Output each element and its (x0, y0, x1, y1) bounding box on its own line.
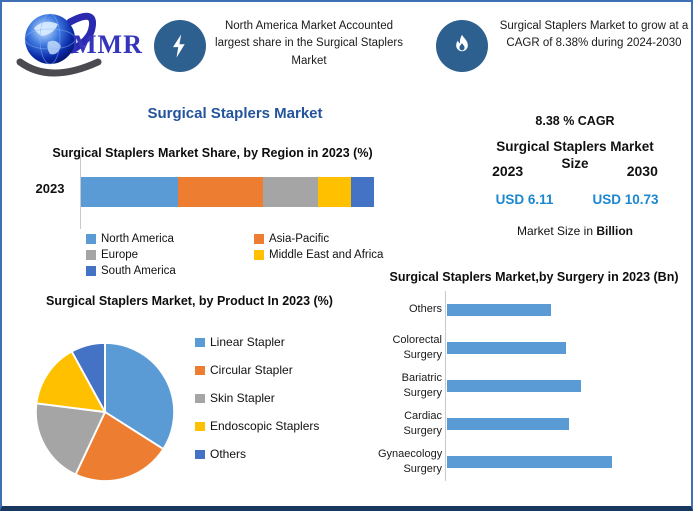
legend-swatch (254, 233, 264, 244)
surgery-row-colorectal-surgery: Colorectal Surgery (378, 329, 690, 367)
market-size-title-word: Size (561, 156, 589, 171)
region-legend: North America Asia-Pacific Europe Middle Ea… (86, 233, 395, 277)
surgery-row-others: Others (378, 291, 690, 329)
pie-slice-endoscopic-staplers (35, 350, 107, 414)
header-callout-cagr: Surgical Staplers Market to grow at a CA… (436, 16, 691, 72)
legend-item-north-america: North America (86, 233, 248, 245)
year-2030: 2030 (626, 163, 658, 179)
callout-text: Surgical Staplers Market to grow at a CA… (499, 20, 689, 50)
market-size-2030-value: USD 10.73 (592, 192, 659, 207)
surgery-chart-plot: Others Colorectal Surgery Bariatric Surger… (378, 290, 690, 481)
footnote-unit: Billion (596, 224, 634, 238)
product-pie-chart: Surgical Staplers Market, by Product In … (17, 292, 362, 483)
surgery-bar-track (447, 405, 690, 443)
legend-label: Middle East and Africa (269, 248, 384, 261)
surgery-bar-colorectal-surgery (447, 341, 567, 354)
region-segment-north-america (81, 176, 178, 207)
region-chart-title: Surgical Staplers Market Share, by Regio… (52, 146, 373, 160)
surgery-category-label: Colorectal Surgery (392, 333, 442, 361)
market-size-2023-value: USD 6.11 (495, 192, 554, 207)
pie-slice-others (70, 341, 106, 413)
footnote-prefix: Market Size in (516, 224, 597, 238)
lightning-icon (154, 20, 206, 72)
pie-chart-title: Surgical Staplers Market, by Product In … (46, 294, 333, 308)
legend-item-asia-pacific: Asia-Pacific (254, 233, 395, 245)
region-segment-south-america (350, 176, 374, 207)
globe-icon (16, 12, 102, 77)
legend-item-europe: Europe (86, 249, 248, 261)
surgery-bar-track (447, 443, 690, 481)
legend-label: Europe (101, 248, 139, 261)
flame-icon (436, 20, 488, 72)
region-y-axis-line (80, 154, 81, 229)
legend-item-south-america: South America (86, 265, 248, 277)
page-title: Surgical Staplers Market (147, 105, 323, 122)
pie-slice-skin-stapler (34, 402, 107, 476)
callout-text: North America Market Accounted largest s… (215, 20, 403, 67)
legend-swatch (195, 365, 205, 375)
legend-label: Skin Stapler (210, 391, 275, 405)
legend-label: Linear Stapler (210, 335, 285, 349)
surgery-category-label: Cardiac Surgery (403, 409, 442, 437)
market-size-footnote: Market Size in Billion (474, 224, 676, 238)
surgery-category-label: Gynaecology Surgery (378, 447, 443, 475)
surgery-bar-others (447, 303, 552, 316)
mmr-logo: MMR (12, 6, 162, 84)
legend-item-skin-stapler: Skin Stapler (195, 391, 319, 405)
surgery-category-label: Others (408, 303, 442, 316)
market-size-years-row: 2023 Size 2030 (474, 156, 676, 179)
surgery-bar-track (447, 329, 690, 367)
surgery-bar-cardiac-surgery (447, 417, 570, 430)
legend-item-circular-stapler: Circular Stapler (195, 363, 319, 377)
region-stacked-bar (81, 176, 374, 207)
surgery-row-bariatric-surgery: Bariatric Surgery (378, 367, 690, 405)
surgery-y-axis-line (445, 290, 446, 481)
legend-item-others: Others (195, 447, 319, 461)
legend-swatch (195, 337, 205, 347)
surgery-row-gynaecology-surgery: Gynaecology Surgery (378, 443, 690, 481)
market-size-values-row: USD 6.11 USD 10.73 (474, 192, 676, 207)
legend-swatch (86, 265, 96, 276)
market-size-title: Surgical Staplers Market (496, 139, 654, 154)
legend-swatch (86, 249, 96, 260)
year-2023: 2023 (492, 163, 524, 179)
legend-label: Asia-Pacific (269, 232, 330, 245)
cagr-value: 8.38 % CAGR (535, 114, 615, 128)
legend-label: Others (210, 447, 247, 461)
surgery-chart-title: Surgical Staplers Market,by Surgery in 2… (389, 270, 679, 284)
legend-swatch (195, 449, 205, 459)
legend-swatch (254, 249, 264, 260)
surgery-bar-track (447, 291, 690, 329)
legend-label: Circular Stapler (210, 363, 293, 377)
legend-label: Endoscopic Staplers (210, 419, 320, 433)
market-size-panel: 8.38 % CAGR Surgical Staplers Market 202… (474, 108, 676, 238)
region-segment-middle-east-and-africa (318, 176, 351, 207)
header-callout-north-america: North America Market Accounted largest s… (154, 16, 404, 72)
legend-item-middle-east-and-africa: Middle East and Africa (254, 249, 395, 261)
legend-label: South America (101, 264, 176, 277)
surgery-row-cardiac-surgery: Cardiac Surgery (378, 405, 690, 443)
legend-item-linear-stapler: Linear Stapler (195, 335, 319, 349)
legend-swatch (195, 393, 205, 403)
surgery-bar-bariatric-surgery (447, 379, 581, 392)
region-chart-plot: 2023 (30, 154, 395, 229)
pie-chart (34, 341, 176, 483)
legend-label: North America (101, 232, 174, 245)
surgery-bar-gynaecology-surgery (447, 455, 613, 468)
surgery-bar-chart: Surgical Staplers Market,by Surgery in 2… (378, 268, 690, 481)
legend-item-endoscopic-staplers: Endoscopic Staplers (195, 419, 319, 433)
surgery-bar-track (447, 367, 690, 405)
region-share-chart: Surgical Staplers Market Share, by Regio… (30, 144, 395, 277)
region-axis-label: 2023 (35, 180, 65, 196)
region-segment-asia-pacific (177, 176, 263, 207)
surgery-category-label: Bariatric Surgery (401, 371, 442, 399)
legend-swatch (86, 233, 96, 244)
logo-text: MMR (72, 30, 143, 59)
region-segment-europe (262, 176, 319, 207)
legend-swatch (195, 421, 205, 431)
pie-legend: Linear Stapler Circular Stapler Skin Stapl… (195, 335, 319, 461)
